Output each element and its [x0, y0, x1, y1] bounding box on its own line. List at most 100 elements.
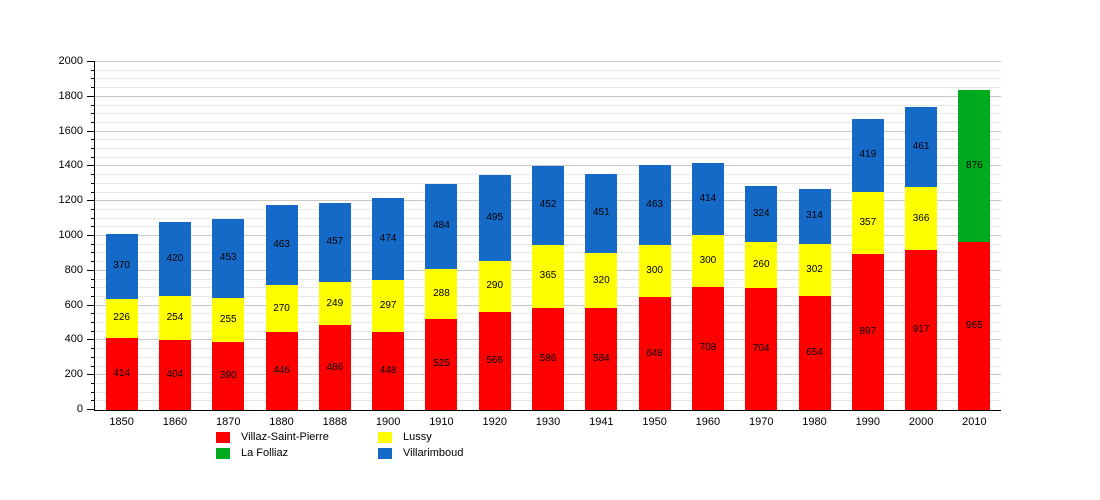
bar-segment: 495: [478, 174, 511, 262]
bar-value-label: 414: [113, 367, 130, 379]
bar-value-label: 457: [326, 236, 344, 248]
y-axis-tick: [87, 165, 95, 167]
y-axis-minor-tick: [91, 382, 95, 384]
bar-slot: 586 365 452 1930: [521, 62, 574, 428]
x-axis-label: 1960: [695, 416, 721, 428]
bar-value-label: 448: [379, 365, 397, 377]
bar-value-label: 357: [859, 216, 877, 228]
bar-segment: 876: [958, 89, 991, 243]
bars-container: 414 226 370 1850 404 254 420 1860 390 255 453 1870 4…: [95, 62, 1001, 428]
bar-value-label: 314: [806, 210, 823, 222]
bar-slot: 708 300 414 1960: [681, 62, 734, 428]
y-axis-minor-tick: [91, 226, 95, 228]
y-axis-minor-tick: [91, 182, 95, 184]
bar-value-label: 249: [326, 297, 344, 309]
x-axis-label: 1888: [322, 416, 348, 428]
y-axis-minor-tick: [91, 252, 95, 254]
x-axis-label: 1900: [375, 416, 401, 428]
y-axis-minor-tick: [91, 208, 95, 210]
bar-value-label: 288: [433, 287, 450, 299]
y-axis-minor-tick: [91, 139, 95, 141]
bar-segment: 260: [745, 242, 778, 288]
bar-slot: 566 290 495 1920: [468, 62, 521, 428]
bar-value-label: 260: [752, 258, 770, 270]
x-axis-line: [94, 410, 1001, 411]
bar-slot: 525 288 484 1910: [415, 62, 468, 428]
y-axis-label: 1800: [58, 89, 83, 102]
y-axis-minor-tick: [91, 365, 95, 367]
bar-value-label: 566: [486, 354, 504, 366]
y-axis-tick: [87, 269, 95, 271]
bar-segment: 448: [372, 332, 405, 410]
bar-value-label: 463: [646, 198, 663, 210]
bar-value-label: 451: [592, 207, 610, 219]
y-axis-minor-tick: [91, 287, 95, 289]
y-gridline-major: [95, 95, 1001, 97]
bar-segment: 297: [372, 280, 405, 333]
bar-value-label: 365: [539, 270, 557, 282]
bar-value-label: 414: [699, 192, 717, 204]
bar-segment: 390: [212, 342, 245, 410]
bar-value-label: 324: [752, 208, 770, 220]
y-axis-label: 1400: [58, 159, 83, 172]
bar-value-label: 370: [113, 260, 130, 272]
legend-item: Lussy: [378, 431, 463, 443]
y-axis-tick: [87, 200, 95, 202]
bar-segment: 404: [158, 339, 191, 410]
y-axis-minor-tick: [91, 78, 95, 80]
bar-segment: 270: [265, 285, 298, 333]
x-axis-label: 1930: [535, 416, 561, 428]
bar-value-label: 254: [166, 311, 184, 323]
bar-value-label: 708: [699, 342, 717, 354]
legend-swatch: [378, 447, 392, 459]
y-axis-minor-tick: [91, 87, 95, 89]
bar: 704 260 324: [745, 62, 778, 410]
bar: 648 300 463: [638, 62, 671, 410]
bar-value-label: 297: [379, 300, 397, 312]
y-gridline-major: [95, 61, 1001, 62]
bar-value-label: 486: [326, 361, 344, 373]
bar-value-label: 390: [219, 370, 237, 382]
bar-slot: 584 320 451 1941: [575, 62, 628, 428]
bar-slot: 648 300 463 1950: [628, 62, 681, 428]
bar-value-label: 586: [539, 353, 557, 365]
y-axis-label: 600: [64, 298, 83, 311]
legend-label: Lussy: [403, 431, 432, 443]
bar-value-label: 302: [806, 263, 823, 275]
y-axis-tick: [87, 409, 95, 410]
legend-label: Villarimboud: [403, 447, 464, 459]
bar-segment: 917: [905, 250, 938, 410]
bar-value-label: 965: [966, 320, 983, 332]
bar-value-label: 446: [273, 365, 290, 377]
bar-segment: 654: [798, 296, 831, 410]
bar: 446 270 463: [265, 62, 298, 410]
bar-segment: 452: [532, 165, 565, 245]
legend-label: Villaz-Saint-Pierre: [241, 431, 329, 443]
bar-value-label: 463: [273, 239, 290, 251]
bar-value-label: 484: [433, 220, 450, 232]
bar-value-label: 270: [273, 302, 290, 314]
y-axis-minor-tick: [91, 243, 95, 245]
bar-segment: 320: [585, 252, 618, 309]
y-axis-tick: [87, 95, 95, 97]
y-axis-minor-tick: [91, 295, 95, 297]
bar-value-label: 876: [966, 159, 983, 171]
bar-slot: 486 249 457 1888: [308, 62, 361, 428]
bar-slot: 897 357 419 1990: [841, 62, 894, 428]
y-axis-label: 1000: [58, 229, 83, 241]
bar: 525 288 484: [425, 62, 458, 410]
y-axis-minor-tick: [91, 348, 95, 350]
bar-segment: 414: [105, 337, 138, 410]
legend-swatch: [216, 447, 230, 459]
bar-segment: 897: [851, 253, 884, 410]
bar-segment: 453: [212, 218, 245, 298]
y-gridline-minor: [95, 121, 1001, 123]
bar-value-label: 419: [859, 149, 877, 161]
bar-value-label: 897: [859, 325, 877, 337]
bar-value-label: 461: [912, 140, 930, 152]
bar-slot: 448 297 474 1900: [361, 62, 414, 428]
legend-swatch: [216, 431, 230, 443]
bar: 486 249 457: [318, 62, 351, 410]
bar-value-label: 452: [539, 199, 557, 211]
x-axis-label: 1970: [748, 416, 774, 428]
